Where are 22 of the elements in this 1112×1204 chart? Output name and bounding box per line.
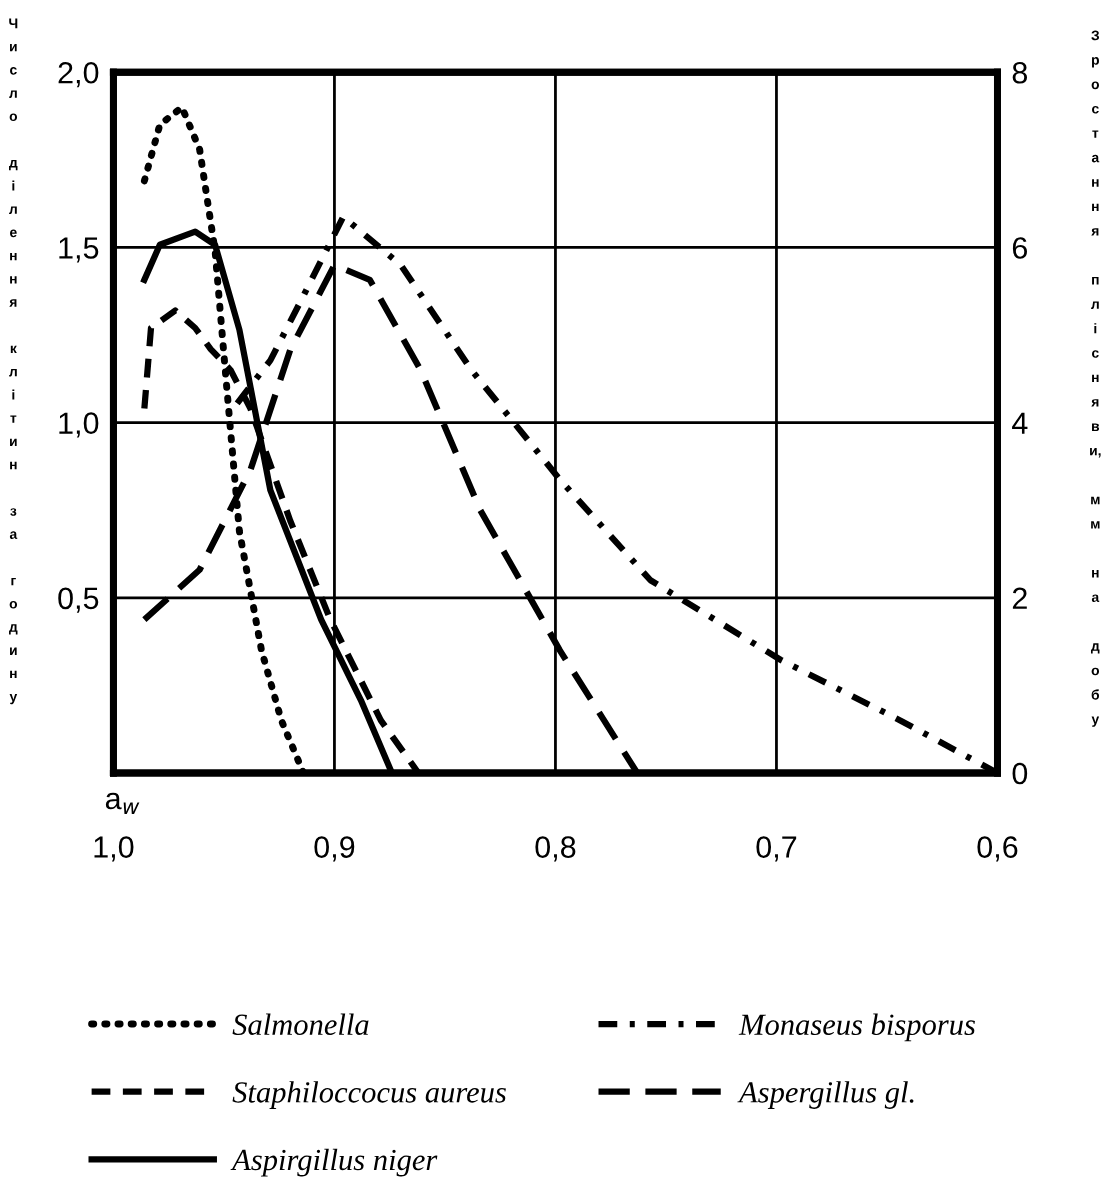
x-tick-label: 0,6 [977,836,1018,862]
text: Число ділення клітин за годину [9,18,18,705]
y2-tick-label: 0 [1012,762,1028,785]
y2-tick-label: 6 [1012,237,1027,259]
y-tick-label: 1,0 [59,412,99,438]
legend-label: Monaseus bisporus [738,1013,975,1042]
y-tick-label: 0,5 [58,587,99,613]
x-axis-title: a$_{w}$ [105,792,140,815]
x-tick-label: 0,9 [314,836,355,862]
y-tick-label: 1,5 [59,237,99,263]
legend-label: Staphiloccocus aureus [232,1081,506,1109]
y-tick-label: 2,0 [58,61,99,88]
legend-label: Salmonella [232,1013,369,1036]
x-tick-label: 0,8 [535,836,576,862]
y2-tick-label: 4 [1012,412,1028,434]
legend-label: Aspirgillus niger [230,1148,438,1177]
x-tick-label: 0,7 [756,836,797,862]
y2-tick-label: 8 [1012,61,1028,84]
x-tick-label: 1,0 [94,836,134,862]
y2-tick-label: 2 [1012,587,1027,609]
legend-label: Aspergillus gl. [737,1081,914,1109]
text: Зростання плісняви, мм на добу [1090,30,1101,727]
